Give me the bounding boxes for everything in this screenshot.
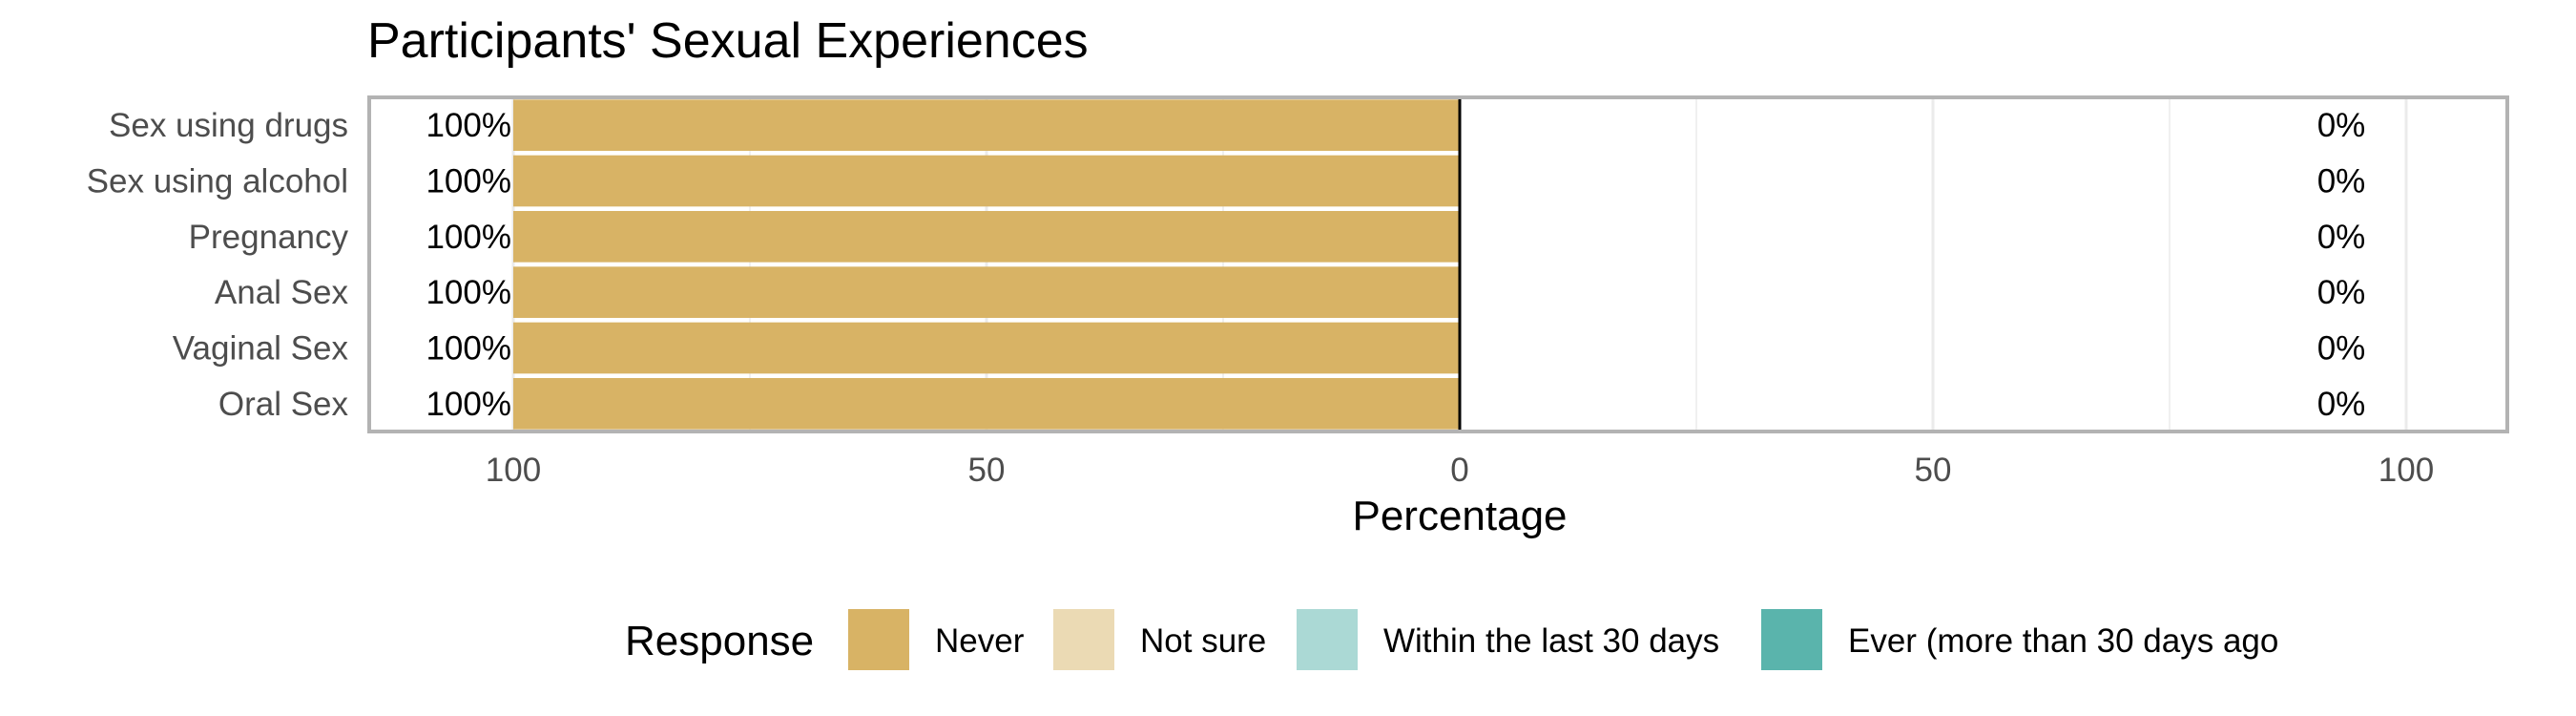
right-data-label: 0% <box>2317 386 2366 423</box>
legend-label: Within the last 30 days <box>1383 622 1719 660</box>
legend-swatch <box>1051 607 1116 672</box>
bar <box>513 266 1460 318</box>
legend-swatch <box>846 607 911 672</box>
category-label: Anal Sex <box>215 274 349 311</box>
right-data-label: 0% <box>2317 330 2366 368</box>
left-data-label: 100% <box>426 107 511 144</box>
bar <box>513 99 1460 151</box>
x-tick-label: 0 <box>1450 452 1468 489</box>
bar <box>513 155 1460 207</box>
x-axis-label: Percentage <box>1352 493 1567 539</box>
right-data-label: 0% <box>2317 107 2366 144</box>
left-data-label: 100% <box>426 163 511 200</box>
data-labels: 100% 0% 100% 0% 100% 0% 100% 0% 100% 0% 100% 0% <box>426 107 2365 423</box>
x-axis-ticks: 100 50 0 50 100 <box>486 452 2434 489</box>
category-label: Pregnancy <box>189 219 349 256</box>
bars <box>513 99 1460 430</box>
category-label: Sex using alcohol <box>87 163 348 200</box>
bar <box>513 378 1460 430</box>
category-label: Vaginal Sex <box>173 330 349 368</box>
left-data-label: 100% <box>426 219 511 256</box>
x-tick-label: 50 <box>1915 452 1952 489</box>
bar <box>513 322 1460 374</box>
panel-border <box>367 95 2509 433</box>
left-data-label: 100% <box>426 386 511 423</box>
right-data-label: 0% <box>2317 219 2366 256</box>
legend-swatch <box>1759 607 1824 672</box>
legend-label: Never <box>935 622 1025 660</box>
right-data-label: 0% <box>2317 163 2366 200</box>
legend-label: Ever (more than 30 days ago <box>1848 622 2278 660</box>
category-label: Oral Sex <box>218 386 349 423</box>
right-data-label: 0% <box>2317 274 2366 311</box>
legend-label: Not sure <box>1140 622 1266 660</box>
category-labels: Sex using drugs Sex using alcohol Pregnanc… <box>87 107 349 423</box>
bar <box>513 211 1460 263</box>
x-tick-label: 100 <box>2379 452 2434 489</box>
category-label: Sex using drugs <box>109 107 348 144</box>
legend-title: Response <box>625 618 814 664</box>
x-tick-label: 100 <box>486 452 541 489</box>
left-data-label: 100% <box>426 330 511 368</box>
x-tick-label: 50 <box>968 452 1006 489</box>
legend-swatch <box>1295 607 1360 672</box>
legend-items: Never Not sure Within the last 30 days Ever… <box>846 607 2278 672</box>
legend: Response Never Not sure Within the last 30… <box>625 607 2278 672</box>
chart-title: Participants' Sexual Experiences <box>367 13 1089 69</box>
left-data-label: 100% <box>426 274 511 311</box>
